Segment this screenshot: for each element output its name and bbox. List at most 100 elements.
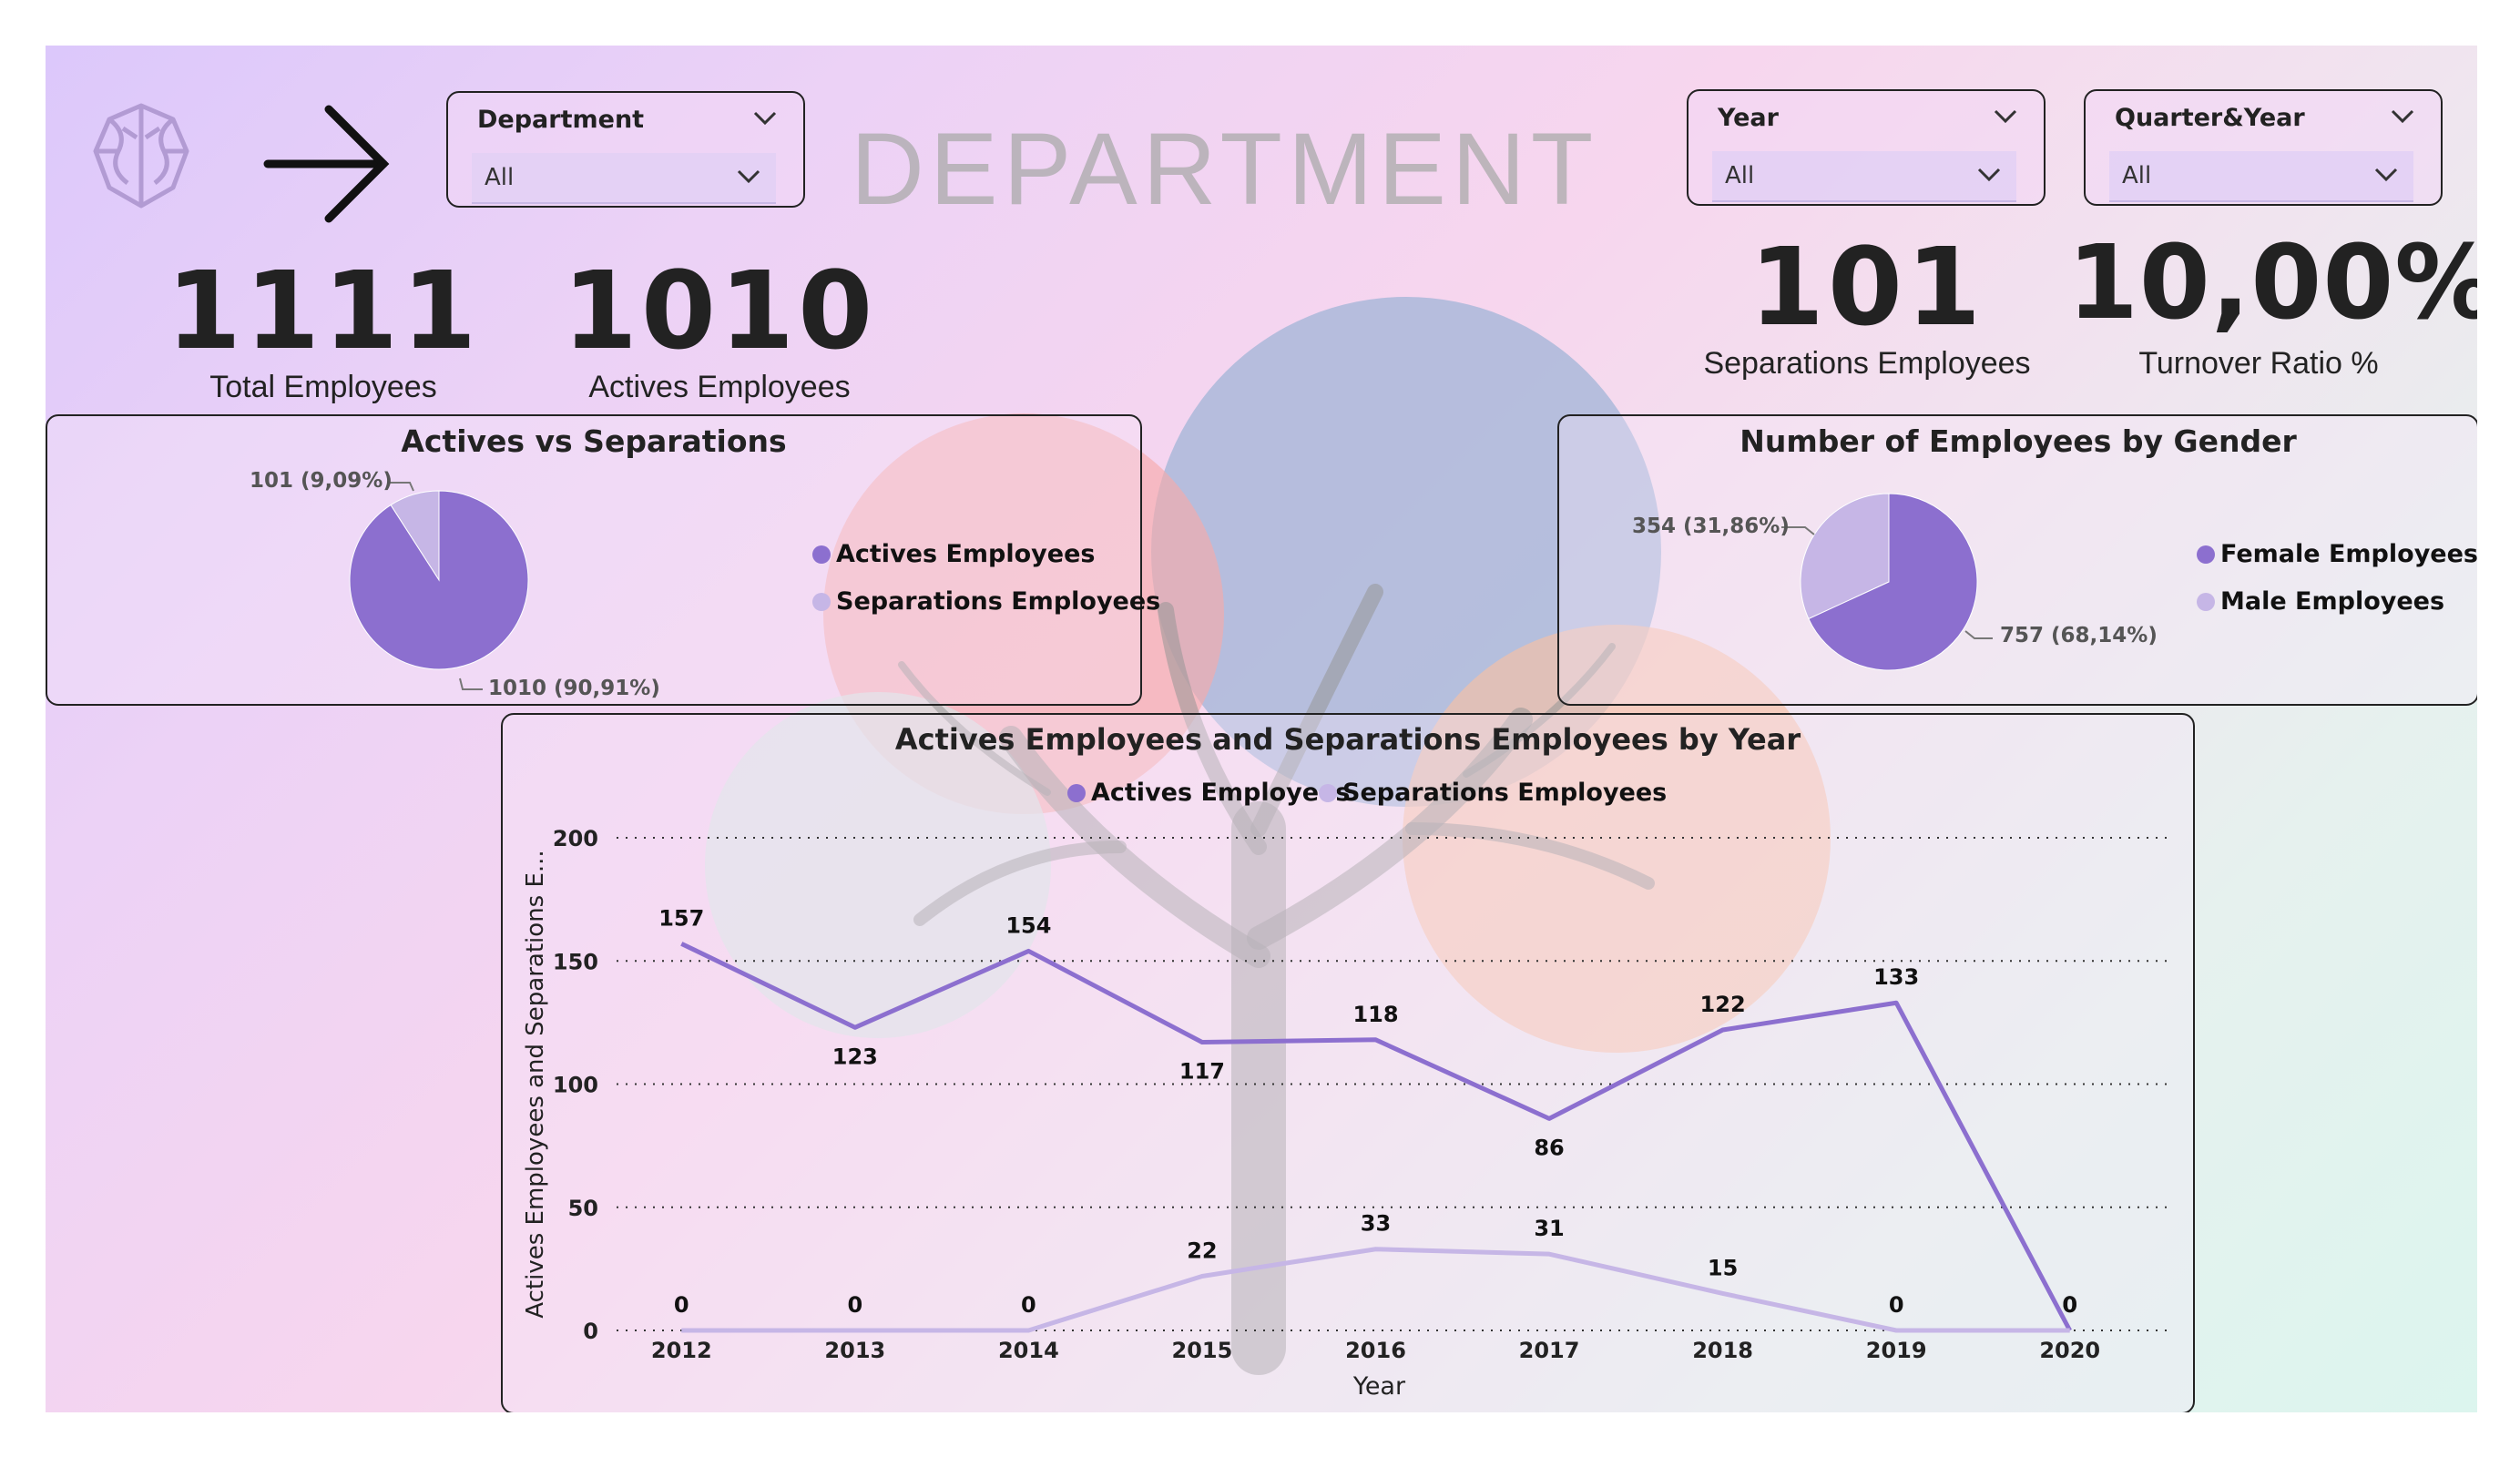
gender-panel: Number of Employees by Gender 354 (31,86… [1557, 414, 2477, 706]
y-tick-label: 150 [553, 949, 598, 974]
legend-label: Actives Employees [836, 540, 1096, 568]
legend-item-actives[interactable]: Actives Employees [812, 540, 1095, 568]
panel-title: Number of Employees by Gender [1740, 423, 2297, 459]
series-line-actives[interactable] [680, 942, 2072, 1332]
pie-label-female: 757 (68,14%) [2000, 624, 2158, 647]
legend-label: Separations Employees [1342, 779, 1668, 807]
legend-label: Separations Employees [836, 587, 1161, 616]
legend-item-actives[interactable]: Actives Employees [1067, 779, 1350, 807]
quarter-year-dropdown[interactable]: All [2109, 151, 2413, 202]
year-dropdown-value: All [1725, 162, 1755, 189]
line-chart-panel: Actives Employees and Separations Employ… [501, 713, 2195, 1412]
x-tick-label: 2020 [2039, 1338, 2100, 1363]
legend-label: Actives Employees [1091, 779, 1351, 807]
data-label: 0 [2062, 1292, 2077, 1318]
kpi-separations-employees-label: Separations Employees [1703, 346, 2031, 381]
kpi-total-employees-value: 1111 [166, 248, 481, 373]
data-label: 22 [1187, 1238, 1217, 1263]
pie-leader-lines [1781, 526, 1993, 639]
x-tick-label: 2013 [824, 1338, 885, 1363]
data-label: 0 [1889, 1292, 1904, 1318]
legend-item-separations[interactable]: Separations Employees [812, 587, 1160, 616]
x-tick-label: 2012 [651, 1338, 712, 1363]
pie-leader-lines [389, 482, 483, 690]
data-label: 157 [658, 905, 704, 931]
pie-label-separations: 101 (9,09%) [250, 469, 393, 493]
x-tick-label: 2019 [1866, 1338, 1927, 1363]
kpi-turnover-ratio-value: 10,00% [2067, 224, 2477, 342]
data-label: 33 [1361, 1211, 1391, 1237]
year-slicer[interactable]: Year All [1687, 89, 2046, 206]
chevron-down-icon[interactable] [2373, 166, 2399, 184]
department-dropdown-value: All [485, 164, 515, 191]
legend-label: Male Employees [2220, 587, 2445, 616]
year-slicer-label: Year [1718, 104, 1779, 132]
chevron-down-icon[interactable] [1976, 166, 2002, 184]
data-label: 15 [1708, 1255, 1738, 1280]
year-dropdown[interactable]: All [1712, 151, 2016, 202]
data-label: 31 [1534, 1216, 1564, 1241]
pie-label-male: 354 (31,86%) [1632, 515, 1790, 538]
chevron-down-icon[interactable] [2390, 107, 2415, 126]
department-dropdown[interactable]: All [472, 153, 776, 204]
data-label: 0 [1021, 1292, 1036, 1318]
x-axis-title: Year [1352, 1372, 1406, 1401]
data-label: 0 [674, 1292, 689, 1318]
y-tick-label: 100 [553, 1073, 598, 1098]
legend-item-separations[interactable]: Separations Employees [1319, 779, 1667, 807]
actives-vs-separations-panel: Actives vs Separations 101 (9,09%) 1010 … [46, 414, 1160, 706]
brain-icon [93, 103, 189, 209]
pie-slice-female[interactable] [1808, 493, 1978, 671]
gender-pie[interactable] [1798, 491, 1980, 673]
pie-slice-actives[interactable] [349, 490, 529, 670]
chevron-down-icon[interactable] [736, 168, 761, 186]
x-tick-label: 2014 [998, 1338, 1059, 1363]
data-label: 86 [1534, 1135, 1564, 1160]
legend-dot-female [2197, 545, 2215, 564]
quarter-year-slicer-label: Quarter&Year [2115, 104, 2305, 132]
y-tick-label: 0 [583, 1319, 598, 1344]
legend-dot-separations [1319, 784, 1337, 802]
pie-slice-male[interactable] [1800, 493, 1890, 620]
chevron-down-icon[interactable] [752, 109, 778, 127]
data-label: 118 [1352, 1002, 1398, 1027]
legend-dot-actives [1067, 784, 1086, 802]
kpi-total-employees-label: Total Employees [209, 370, 437, 404]
legend-item-male[interactable]: Male Employees [2197, 587, 2444, 616]
legend-dot-male [2197, 593, 2215, 611]
y-tick-label: 50 [568, 1196, 598, 1221]
quarter-year-slicer[interactable]: Quarter&Year All [2084, 89, 2443, 206]
data-label: 123 [832, 1044, 878, 1069]
chevron-down-icon[interactable] [1993, 107, 2018, 126]
kpi-actives-employees-value: 1010 [562, 248, 877, 373]
pie-label-actives: 1010 (90,91%) [488, 677, 660, 700]
panel-title: Actives vs Separations [401, 423, 787, 459]
y-tick-label: 200 [553, 826, 598, 851]
legend-item-female[interactable]: Female Employees [2197, 540, 2477, 568]
chart-title: Actives Employees and Separations Employ… [894, 722, 1801, 757]
arrow-right-icon[interactable] [260, 100, 397, 228]
page-title: DEPARTMENT [851, 112, 1599, 226]
data-label: 117 [1179, 1059, 1225, 1085]
legend-label: Female Employees [2220, 540, 2477, 568]
data-label: 122 [1700, 992, 1746, 1017]
department-slicer[interactable]: Department All [446, 91, 805, 208]
data-label: 0 [2062, 1292, 2077, 1318]
kpi-separations-employees-value: 101 [1749, 224, 1985, 350]
kpi-turnover-ratio-label: Turnover Ratio % [2138, 346, 2379, 381]
kpi-actives-employees-label: Actives Employees [588, 370, 851, 404]
data-label: 133 [1873, 964, 1919, 990]
quarter-year-dropdown-value: All [2122, 162, 2152, 189]
x-tick-label: 2016 [1345, 1338, 1406, 1363]
y-axis-title: Actives Employees and Separations E... [522, 850, 549, 1318]
legend-dot-separations [812, 593, 831, 611]
series-line-separations[interactable] [681, 1247, 2070, 1333]
department-slicer-label: Department [477, 106, 645, 134]
data-label: 154 [1005, 912, 1051, 938]
actives-vs-separations-pie[interactable] [339, 480, 539, 680]
x-tick-label: 2015 [1172, 1338, 1233, 1363]
bg-tree-graphic [898, 584, 1655, 1375]
x-tick-label: 2017 [1519, 1338, 1580, 1363]
data-label: 0 [847, 1292, 862, 1318]
